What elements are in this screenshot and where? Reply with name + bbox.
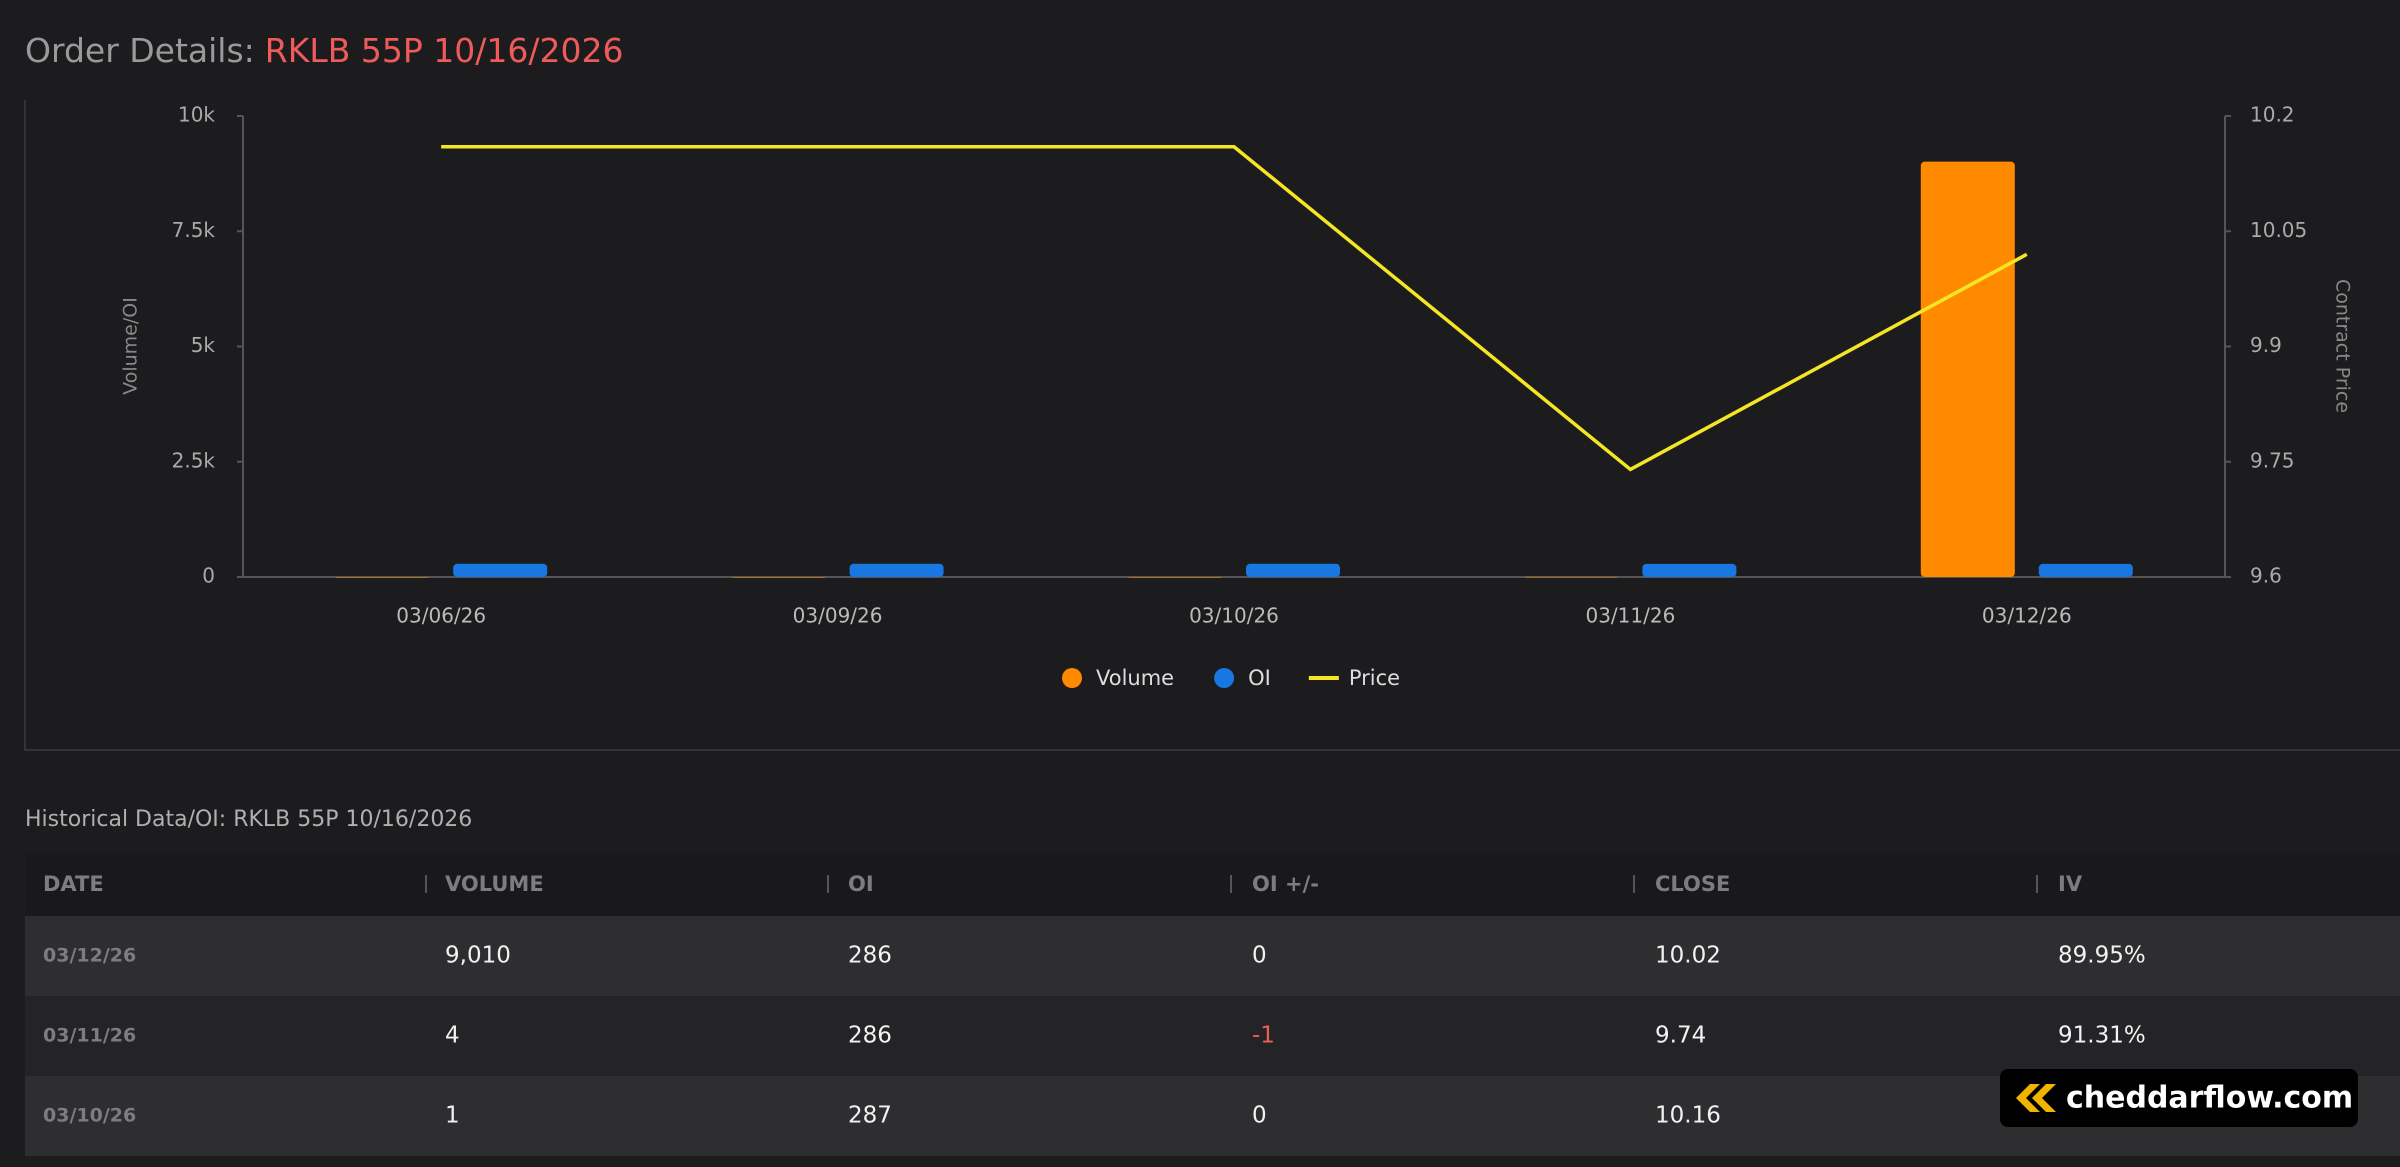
chart-panel: [24, 100, 2400, 751]
bar: [335, 576, 430, 578]
y2-tick-label: 10.2: [2250, 103, 2295, 127]
table-cell: 1: [445, 1103, 460, 1129]
y-tick-label: 7.5k: [172, 218, 216, 242]
table-header-bg: [25, 853, 2400, 916]
table-row: [25, 996, 2400, 1076]
legend-label: Volume: [1096, 666, 1174, 690]
y-tick-label: 0: [202, 564, 215, 588]
title-prefix: Order Details:: [25, 31, 255, 70]
table-cell: 286: [848, 943, 892, 969]
y2-axis-title: Contract Price: [2332, 279, 2354, 413]
x-tick-label: 03/12/26: [1982, 604, 2072, 628]
table-cell: 89.95%: [2058, 943, 2146, 969]
date-cell: 03/12/26: [43, 945, 136, 967]
watermark-logo: [2016, 1084, 2056, 1112]
table-cell: 287: [848, 1103, 892, 1129]
y-tick-label: 10k: [178, 103, 215, 127]
watermark-box: [2000, 1069, 2358, 1127]
bar: [453, 563, 548, 577]
table-cell: 91.31%: [2058, 1023, 2146, 1049]
bar: [849, 563, 944, 577]
table-cell: 0: [1252, 1103, 1267, 1129]
date-cell: 03/11/26: [43, 1025, 136, 1047]
price-line: [441, 144, 2028, 472]
legend-dot: [1214, 668, 1235, 688]
y2-tick-label: 9.75: [2250, 448, 2295, 472]
x-tick-label: 03/11/26: [1585, 604, 1675, 628]
y-tick-label: 5k: [191, 333, 216, 357]
date-cell: 03/10/26: [43, 1105, 136, 1127]
table-cell: 9.74: [1655, 1023, 1706, 1049]
y2-tick-label: 9.9: [2250, 333, 2282, 357]
table-cell: 286: [848, 1023, 892, 1049]
column-header: IV: [2058, 872, 2083, 896]
column-header: VOLUME: [445, 872, 544, 896]
table-title: Historical Data/OI: RKLB 55P 10/16/2026: [25, 807, 472, 832]
table-cell: 4: [445, 1023, 460, 1049]
x-tick-label: 03/09/26: [793, 604, 883, 628]
bar: [2038, 563, 2133, 577]
bar: [731, 576, 826, 578]
column-header: DATE: [43, 872, 104, 896]
bar: [1128, 576, 1222, 578]
column-header: OI: [848, 872, 874, 896]
watermark-text: cheddarflow.com: [2066, 1081, 2353, 1116]
watermark: cheddarflow.com: [2000, 1069, 2358, 1127]
column-header: OI +/-: [1252, 872, 1319, 896]
table-cell: -1: [1252, 1023, 1275, 1049]
table-cell: 10.16: [1655, 1103, 1721, 1129]
bar: [1920, 161, 2015, 577]
chart: 0 2.5k 5k 7.5k 10k 9.6 9.75 9.9 10.05 10.2 Volume/…: [120, 103, 2354, 691]
y-axis-title: Volume/OI: [120, 297, 142, 395]
bar: [1246, 563, 1340, 577]
legend-dot: [1062, 668, 1082, 688]
bar: [1642, 563, 1737, 577]
x-tick-label: 03/10/26: [1189, 604, 1279, 628]
column-header: CLOSE: [1655, 872, 1730, 896]
table-cell: 10.02: [1655, 943, 1721, 969]
table-cell: 0: [1252, 943, 1267, 969]
y2-tick-label: 10.05: [2250, 218, 2307, 242]
table-cell: 9,010: [445, 943, 511, 969]
table: DATE VOLUME OI OI +/- CLOSE IV 03/12/26 9,010 28…: [25, 853, 2400, 1156]
title: Order Details: RKLB 55P 10/16/2026: [25, 31, 623, 70]
y2-tick-label: 9.6: [2250, 564, 2282, 588]
y-tick-label: 2.5k: [172, 448, 216, 472]
legend-label: Price: [1349, 666, 1400, 690]
bar: [1524, 576, 1619, 578]
legend-label: OI: [1248, 666, 1271, 690]
title-contract: RKLB 55P 10/16/2026: [265, 31, 624, 70]
x-tick-label: 03/06/26: [396, 604, 486, 628]
table-row: [25, 916, 2400, 996]
